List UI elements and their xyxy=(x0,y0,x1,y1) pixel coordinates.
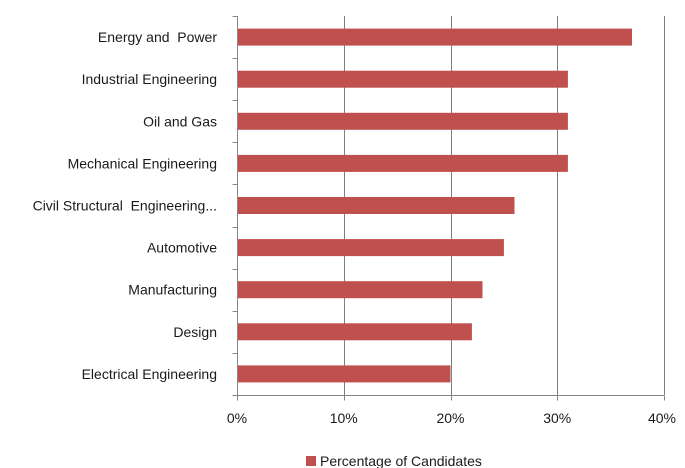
category-label: Design xyxy=(173,324,217,340)
bars xyxy=(237,28,632,383)
tick-labels: 0% 10% 20% 30% 40% xyxy=(227,410,676,426)
title-layer xyxy=(150,0,645,4)
title-clip-area xyxy=(150,0,645,4)
title-clipped xyxy=(150,0,645,4)
category-label: Civil Structural Engineering... xyxy=(33,198,217,214)
category-labels: Energy and Power Industrial Engineering Oi… xyxy=(33,29,218,382)
bar xyxy=(237,154,568,172)
bar xyxy=(237,281,483,299)
category-label: Oil and Gas xyxy=(143,113,217,129)
x-tick-label: 30% xyxy=(543,410,571,426)
x-tick-label: 40% xyxy=(648,410,676,426)
bar xyxy=(237,239,504,257)
category-label: Energy and Power xyxy=(98,29,217,45)
legend-label: Percentage of Candidates xyxy=(320,453,482,468)
x-tick-label: 0% xyxy=(227,410,247,426)
category-label: Mechanical Engineering xyxy=(68,155,217,171)
bar xyxy=(237,197,515,214)
axes xyxy=(232,16,665,401)
bar xyxy=(237,365,451,383)
category-label: Electrical Engineering xyxy=(82,366,217,382)
bar xyxy=(237,323,472,341)
legend-swatch xyxy=(306,456,316,466)
category-label: Industrial Engineering xyxy=(82,71,217,87)
x-tick-label: 10% xyxy=(330,410,358,426)
bar xyxy=(237,28,632,46)
bar xyxy=(237,112,568,130)
legend: Percentage of Candidates xyxy=(306,453,482,468)
x-tick-label: 20% xyxy=(436,410,464,426)
category-label: Automotive xyxy=(147,240,217,256)
bar xyxy=(237,70,568,88)
category-label: Manufacturing xyxy=(128,282,217,298)
